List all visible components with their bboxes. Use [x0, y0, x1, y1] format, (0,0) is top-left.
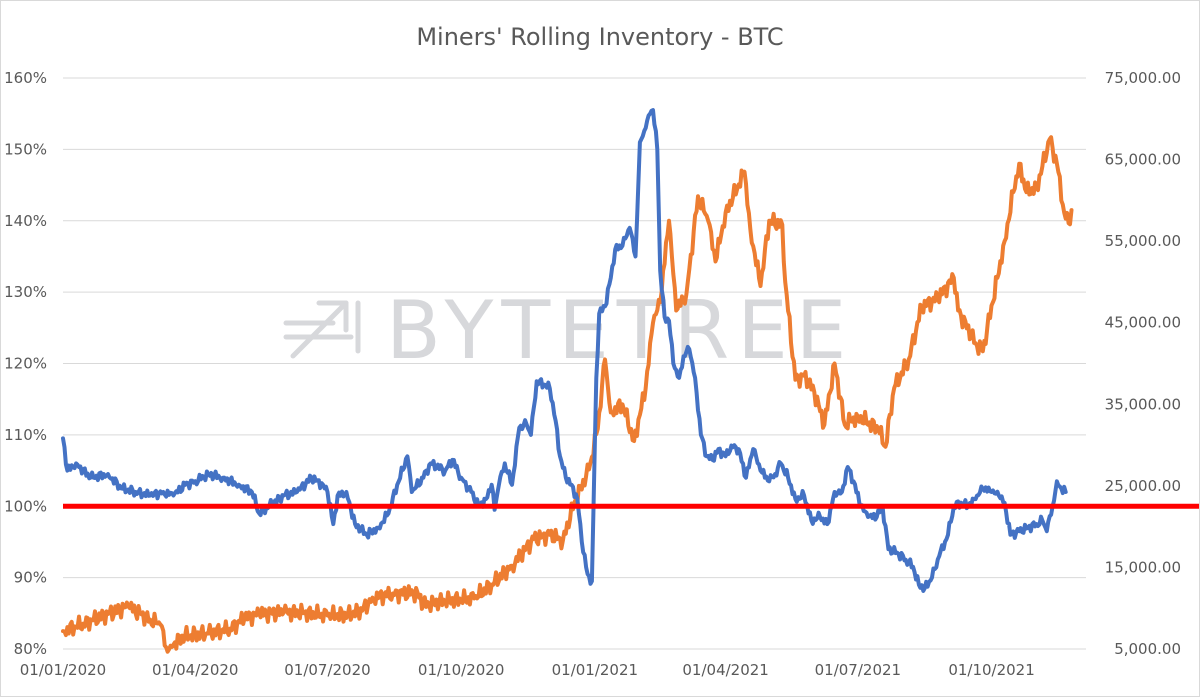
left-axis-tick-label: 140%: [4, 212, 47, 230]
chart-title: Miners' Rolling Inventory - BTC: [416, 23, 783, 51]
left-axis-tick-label: 130%: [4, 283, 47, 301]
right-axis-tick-label: 65,000.00: [1105, 151, 1181, 169]
watermark-arrows-icon: [283, 300, 361, 359]
left-axis-tick-label: 80%: [14, 640, 47, 658]
right-axis-tick-label: 5,000.00: [1114, 640, 1181, 658]
right-axis-tick-label: 55,000.00: [1105, 232, 1181, 250]
orange-series-line: [61, 135, 1074, 654]
left-axis-tick-label: 160%: [4, 69, 47, 87]
x-axis-tick-label: 01/01/2021: [552, 661, 638, 679]
right-axis-tick-label: 15,000.00: [1105, 558, 1181, 576]
x-axis-tick-label: 01/10/2021: [948, 661, 1034, 679]
x-axis-tick-label: 01/07/2021: [815, 661, 901, 679]
right-axis-tick-label: 45,000.00: [1105, 314, 1181, 332]
x-axis-tick-label: 01/04/2020: [152, 661, 238, 679]
blue-series-line: [61, 108, 1068, 593]
x-axis-tick-label: 01/10/2020: [418, 661, 504, 679]
left-axis-ticks: 80% 90% 100% 110% 120% 130% 140% 150% 160%: [4, 69, 47, 658]
x-axis-tick-label: 01/07/2020: [284, 661, 370, 679]
right-axis-tick-label: 35,000.00: [1105, 395, 1181, 413]
right-axis-tick-label: 25,000.00: [1105, 477, 1181, 495]
x-axis-tick-label: 01/04/2021: [682, 661, 768, 679]
right-axis-tick-label: 75,000.00: [1105, 69, 1181, 87]
watermark-text: BYTETREE: [386, 284, 854, 377]
series-layer: [61, 108, 1074, 654]
left-axis-tick-label: 100%: [4, 497, 47, 515]
x-axis-tick-label: 01/01/2020: [20, 661, 106, 679]
x-axis-ticks: 01/01/2020 01/04/2020 01/07/2020 01/10/2020…: [20, 661, 1035, 679]
left-axis-tick-label: 150%: [4, 140, 47, 158]
left-axis-tick-label: 90%: [14, 569, 47, 587]
right-axis-ticks: 5,000.00 15,000.00 25,000.00 35,000.00 45,00…: [1105, 69, 1181, 658]
bytetree-watermark: BYTETREE: [283, 284, 854, 377]
left-axis-tick-label: 120%: [4, 355, 47, 373]
left-axis-tick-label: 110%: [4, 426, 47, 444]
